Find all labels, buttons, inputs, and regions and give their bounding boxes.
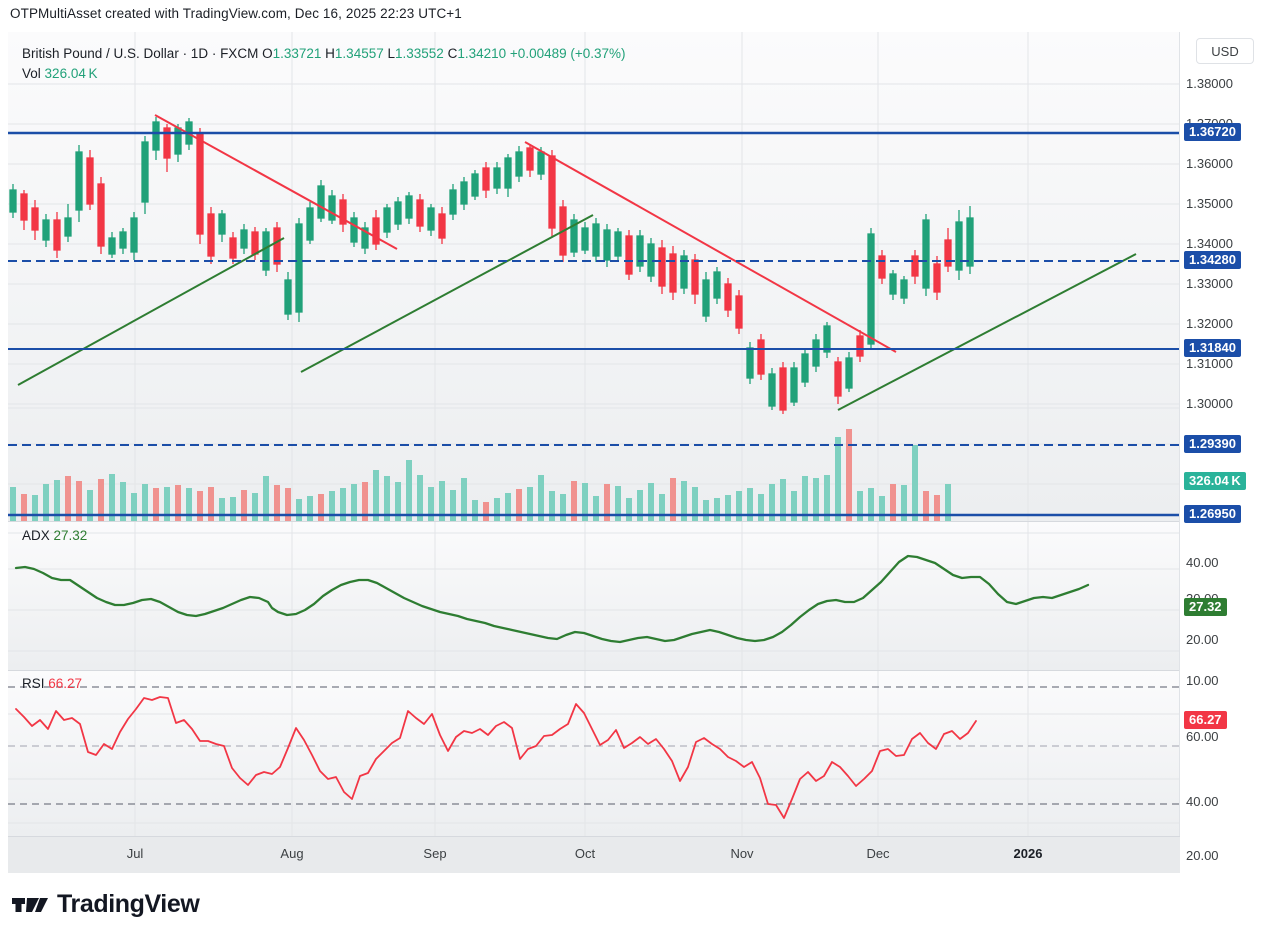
- legend-open-label: O: [262, 46, 273, 61]
- axis-tick-1-33000: 1.33000: [1186, 276, 1233, 291]
- legend-low-label: L: [387, 46, 396, 61]
- adx-legend: ADX 27.32: [22, 528, 87, 543]
- pane-divider-rsi: [8, 670, 1180, 671]
- adx-tick-20: 20.00: [1186, 632, 1219, 647]
- rsi-tick-40: 40.00: [1186, 794, 1219, 809]
- price-pane[interactable]: British Pound / U.S. Dollar · 1D · FXCM …: [8, 32, 1180, 521]
- price-badge-last[interactable]: 1.34280: [1184, 251, 1241, 269]
- volume-value: 326.04 K: [44, 66, 98, 81]
- adx-value: 27.32: [53, 528, 88, 543]
- legend-change: +0.00489 (+0.37%): [509, 46, 626, 61]
- rsi-level-lines: [8, 686, 1180, 805]
- axis-tick-1-35000: 1.35000: [1186, 196, 1233, 211]
- rsi-value: 66.27: [48, 676, 83, 691]
- legend-low-value: 1.33552: [395, 46, 444, 61]
- time-label-dec: Dec: [866, 846, 890, 861]
- adx-badge[interactable]: 27.32: [1184, 598, 1227, 616]
- axis-tick-1-38000: 1.38000: [1186, 76, 1233, 91]
- rsi-label: RSI: [22, 676, 45, 691]
- adx-vertical-gridlines: [134, 522, 1029, 670]
- trendline-uptrend-3: [837, 253, 1137, 411]
- legend-open-value: 1.33721: [272, 46, 322, 61]
- legend-high-label: H: [325, 46, 335, 61]
- trendline-uptrend-1: [17, 237, 285, 386]
- legend-close-label: C: [447, 46, 458, 61]
- trendline-uptrend-2: [300, 214, 594, 373]
- time-label-2026: 2026: [1013, 846, 1043, 861]
- currency-chip[interactable]: USD: [1196, 38, 1254, 64]
- rsi-badge[interactable]: 66.27: [1184, 711, 1227, 729]
- axis-tick-1-34000: 1.34000: [1186, 236, 1233, 251]
- adx-pane[interactable]: ADX 27.32: [8, 522, 1180, 670]
- trendlines: [17, 114, 1137, 411]
- axis-tick-1-30000: 1.30000: [1186, 396, 1233, 411]
- attribution-text: OTPMultiAsset created with TradingView.c…: [10, 6, 462, 21]
- axis-tick-1-32000: 1.32000: [1186, 316, 1233, 331]
- price-badge-support-3[interactable]: 1.26950: [1184, 505, 1241, 523]
- price-vertical-gridlines: [134, 32, 1029, 521]
- pane-divider-adx: [8, 521, 1180, 522]
- price-badge-resistance-1[interactable]: 1.36720: [1184, 123, 1241, 141]
- tradingview-brand[interactable]: TradingView: [12, 890, 200, 919]
- price-badge-support-1[interactable]: 1.31840: [1184, 339, 1241, 357]
- price-chart-svg: [8, 32, 1180, 521]
- rsi-chart-svg: [8, 671, 1180, 836]
- volume-legend: Vol 326.04 K: [22, 66, 98, 81]
- time-label-oct: Oct: [574, 846, 596, 861]
- trendline-downtrend-1: [154, 114, 398, 250]
- chart-container[interactable]: British Pound / U.S. Dollar · 1D · FXCM …: [0, 32, 1266, 873]
- legend-symbol: British Pound / U.S. Dollar · 1D · FXCM: [22, 46, 259, 61]
- volume-badge[interactable]: 326.04 K: [1184, 472, 1246, 490]
- rsi-tick-20: 20.00: [1186, 848, 1219, 863]
- time-axis[interactable]: Jul Aug Sep Oct Nov Dec 2026: [8, 836, 1180, 873]
- adx-label: ADX: [22, 528, 50, 543]
- time-label-jul: Jul: [126, 846, 144, 861]
- rsi-gridlines: [8, 713, 1180, 824]
- legend-high-value: 1.34557: [334, 46, 384, 61]
- price-gridlines: [8, 83, 1180, 485]
- rsi-vertical-gridlines: [134, 671, 1029, 836]
- price-axis[interactable]: USD 1.38000 1.37000 1.36000 1.35000 1.34…: [1179, 32, 1266, 863]
- adx-tick-10: 10.00: [1186, 673, 1219, 688]
- trendline-downtrend-2: [524, 141, 897, 353]
- price-badge-support-2[interactable]: 1.29390: [1184, 435, 1241, 453]
- candlesticks: [9, 117, 974, 414]
- time-label-nov: Nov: [730, 846, 754, 861]
- adx-chart-svg: [8, 522, 1180, 670]
- time-label-aug: Aug: [280, 846, 304, 861]
- rsi-pane[interactable]: RSI 66.27: [8, 671, 1180, 836]
- adx-line: [14, 554, 1090, 644]
- rsi-tick-60: 60.00: [1186, 729, 1219, 744]
- volume-label: Vol: [22, 66, 41, 81]
- tradingview-wordmark: TradingView: [57, 890, 200, 918]
- axis-tick-1-31000: 1.31000: [1186, 356, 1233, 371]
- time-label-sep: Sep: [423, 846, 447, 861]
- support-resistance-lines: [8, 131, 1180, 517]
- axis-tick-1-36000: 1.36000: [1186, 156, 1233, 171]
- rsi-legend: RSI 66.27: [22, 676, 82, 691]
- rsi-line: [15, 696, 977, 819]
- volume-bars: [10, 429, 951, 521]
- legend-close-value: 1.34210: [457, 46, 507, 61]
- adx-gridlines: [8, 532, 1180, 652]
- tradingview-logo-icon: [12, 897, 48, 912]
- adx-tick-40: 40.00: [1186, 555, 1219, 570]
- price-legend: British Pound / U.S. Dollar · 1D · FXCM …: [22, 46, 626, 61]
